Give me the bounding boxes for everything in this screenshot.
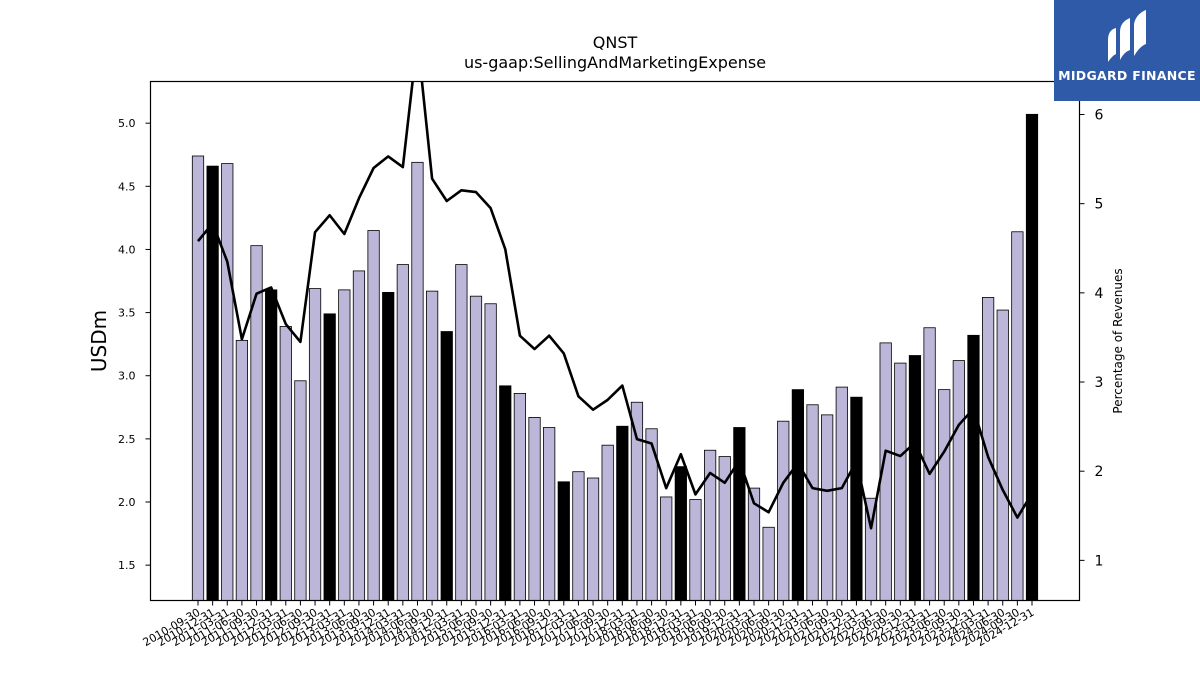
bar-fy	[499, 385, 512, 601]
y2-tick-label: 6	[1095, 107, 1104, 123]
bar	[762, 526, 775, 601]
bar	[294, 380, 307, 601]
bar-fy	[265, 289, 278, 601]
bar	[660, 496, 673, 601]
chart-title: QNST	[593, 33, 638, 52]
bar	[543, 427, 556, 601]
y2-tick-label: 2	[1095, 464, 1104, 480]
bar-fy	[674, 466, 687, 601]
bar-fy	[382, 291, 395, 601]
bar	[982, 297, 995, 601]
bar	[1011, 231, 1024, 601]
y-tick-label: 3.5	[118, 307, 136, 320]
bar-fy	[791, 389, 804, 601]
bar	[221, 163, 234, 601]
bar	[308, 288, 322, 601]
bar	[279, 326, 292, 601]
bar	[191, 155, 205, 601]
bar	[396, 264, 409, 601]
bar	[469, 295, 483, 601]
y-axis-label: USDm	[87, 310, 111, 372]
bar	[338, 289, 351, 601]
bar	[352, 270, 366, 601]
bar	[806, 404, 819, 601]
bar-fy	[1025, 113, 1039, 601]
y2-axis: 1 2 3 4 5 6	[1079, 107, 1104, 569]
bar	[586, 477, 600, 601]
logo-text: MIDGARD FINANCE	[1058, 68, 1196, 83]
bar	[821, 414, 834, 601]
pct-line-layer	[196, 81, 1034, 530]
bar	[367, 230, 380, 601]
bar	[777, 420, 790, 601]
y-tick-label: 1.5	[118, 559, 136, 572]
pct-of-revenues-line	[196, 81, 1034, 530]
bar	[996, 309, 1009, 601]
y-tick-label: 2.5	[118, 433, 136, 446]
y-tick-label: 3.0	[118, 370, 136, 383]
y2-tick-label: 5	[1095, 197, 1104, 213]
y-tick-label: 5.0	[118, 117, 136, 130]
bar-fy	[323, 313, 336, 601]
y-tick-label: 2.0	[118, 496, 136, 509]
bar-fy	[967, 334, 980, 601]
bar	[894, 362, 907, 601]
bar	[513, 393, 526, 601]
bar	[235, 339, 248, 601]
chart-subtitle: us-gaap:SellingAndMarketingExpense	[464, 53, 766, 72]
plot-frame	[149, 80, 1081, 602]
bar	[938, 389, 951, 601]
midgard-finance-logo: MIDGARD FINANCE	[1054, 0, 1200, 101]
bar	[426, 290, 439, 601]
bar	[528, 416, 541, 601]
bar-fy	[908, 355, 922, 601]
bar	[250, 245, 263, 601]
bar	[455, 264, 468, 601]
bar-fy	[733, 427, 746, 601]
bar	[484, 303, 497, 601]
y2-tick-label: 3	[1095, 375, 1104, 391]
y-axis: 1.5 2.0 2.5 3.0 3.5 4.0 4.5 5.0	[118, 117, 151, 572]
y2-axis-label: Percentage of Revenues	[1111, 268, 1125, 413]
bar-fy	[616, 425, 629, 601]
midgard-logo-icon	[1108, 10, 1146, 62]
bar	[572, 471, 585, 601]
bar	[952, 360, 965, 601]
x-axis: 2010-09-302010-12-312011-03-312011-06-30…	[141, 600, 1037, 649]
bar	[630, 401, 644, 601]
bar-series	[191, 113, 1039, 601]
bar-fy	[440, 331, 453, 601]
y-tick-label: 4.0	[118, 243, 136, 256]
bar	[835, 386, 848, 601]
y2-tick-label: 1	[1095, 553, 1104, 569]
y2-tick-label: 4	[1095, 286, 1104, 302]
bar-fy	[850, 396, 863, 601]
bar	[689, 499, 702, 601]
bar-fy	[557, 481, 570, 601]
bar	[601, 444, 614, 601]
bar	[411, 161, 424, 601]
y-tick-label: 4.5	[118, 180, 136, 193]
